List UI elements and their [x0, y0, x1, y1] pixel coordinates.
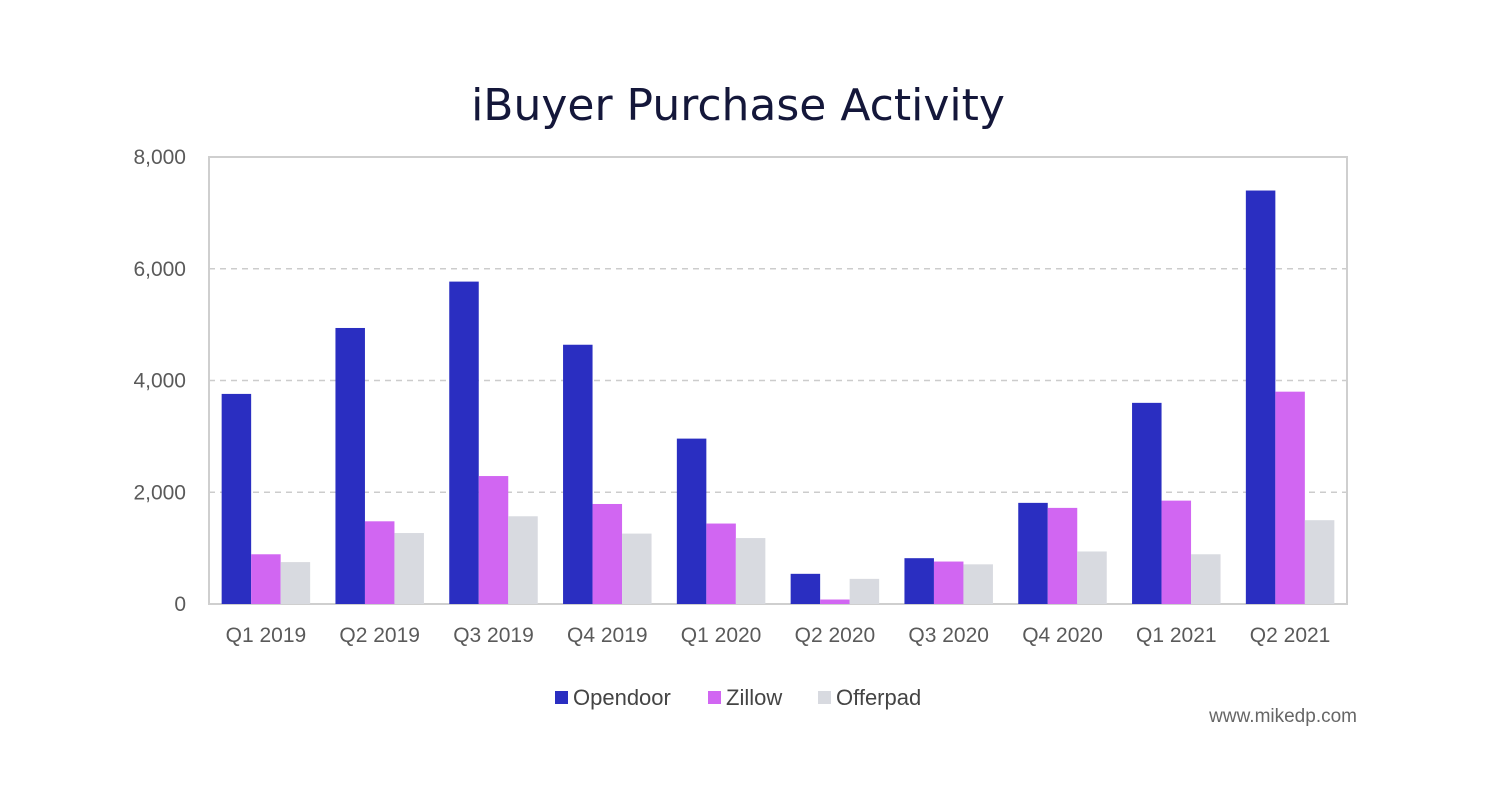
legend-swatch-offerpad: [818, 691, 831, 704]
x-tick-label: Q3 2019: [453, 624, 534, 647]
x-tick-label: Q1 2019: [226, 624, 307, 647]
bar-opendoor: [563, 344, 593, 604]
grid: [209, 268, 1347, 493]
chart-title: iBuyer Purchase Activity: [471, 80, 1005, 131]
bar-opendoor: [790, 573, 821, 604]
legend-swatch-opendoor: [555, 691, 568, 704]
bar-zillow: [1275, 391, 1305, 604]
bar-opendoor: [221, 393, 252, 604]
x-tick-label: Q4 2020: [1022, 624, 1103, 647]
legend-label-opendoor: Opendoor: [573, 685, 671, 710]
bar-opendoor: [676, 438, 707, 604]
bar-zillow: [1047, 507, 1078, 604]
legend: Opendoor Zillow Offerpad: [555, 685, 921, 710]
bar-offerpad: [394, 533, 424, 604]
bar-offerpad: [622, 533, 652, 604]
x-tick-label: Q4 2019: [567, 624, 648, 647]
bar-offerpad: [280, 562, 311, 604]
bar-zillow: [364, 521, 395, 604]
x-tick-label: Q3 2020: [908, 624, 989, 647]
bar-zillow: [933, 561, 964, 604]
bar-offerpad: [508, 516, 538, 604]
y-tick-label: 8,000: [133, 146, 186, 169]
bar-opendoor: [1245, 190, 1276, 604]
bar-zillow: [820, 599, 850, 604]
bar-offerpad: [1077, 551, 1107, 604]
bar-opendoor: [1132, 402, 1162, 604]
x-tick-label: Q2 2021: [1250, 624, 1331, 647]
legend-label-offerpad: Offerpad: [836, 685, 921, 710]
y-tick-label: 2,000: [133, 481, 186, 504]
bar-offerpad: [735, 538, 766, 604]
bar-zillow: [1161, 500, 1192, 604]
legend-label-zillow: Zillow: [726, 685, 782, 710]
bar-offerpad: [963, 564, 993, 604]
bar-opendoor: [449, 281, 479, 604]
bar-offerpad: [1191, 554, 1221, 604]
bar-opendoor: [1018, 502, 1048, 604]
bar-offerpad: [1304, 520, 1335, 604]
y-axis: 0 2,000 4,000 6,000 8,000: [133, 146, 186, 616]
credit-text: www.mikedp.com: [1208, 706, 1357, 727]
x-axis: Q1 2019 Q2 2019 Q3 2019 Q4 2019 Q1 2020 Q2 20…: [226, 624, 1331, 647]
bar-opendoor: [335, 327, 365, 604]
y-tick-label: 0: [174, 593, 186, 616]
x-tick-label: Q1 2021: [1136, 624, 1217, 647]
legend-swatch-zillow: [708, 691, 721, 704]
bar-zillow: [706, 523, 736, 604]
plot-frame: [208, 156, 1348, 605]
x-tick-label: Q1 2020: [681, 624, 762, 647]
bar-zillow: [251, 554, 281, 604]
y-tick-label: 4,000: [133, 370, 186, 393]
bars: [221, 190, 1335, 604]
x-tick-label: Q2 2020: [795, 624, 876, 647]
y-tick-label: 6,000: [133, 258, 186, 281]
bar-zillow: [592, 503, 623, 604]
bar-offerpad: [849, 578, 880, 604]
bar-opendoor: [904, 558, 934, 604]
bar-zillow: [478, 476, 509, 604]
x-tick-label: Q2 2019: [339, 624, 420, 647]
